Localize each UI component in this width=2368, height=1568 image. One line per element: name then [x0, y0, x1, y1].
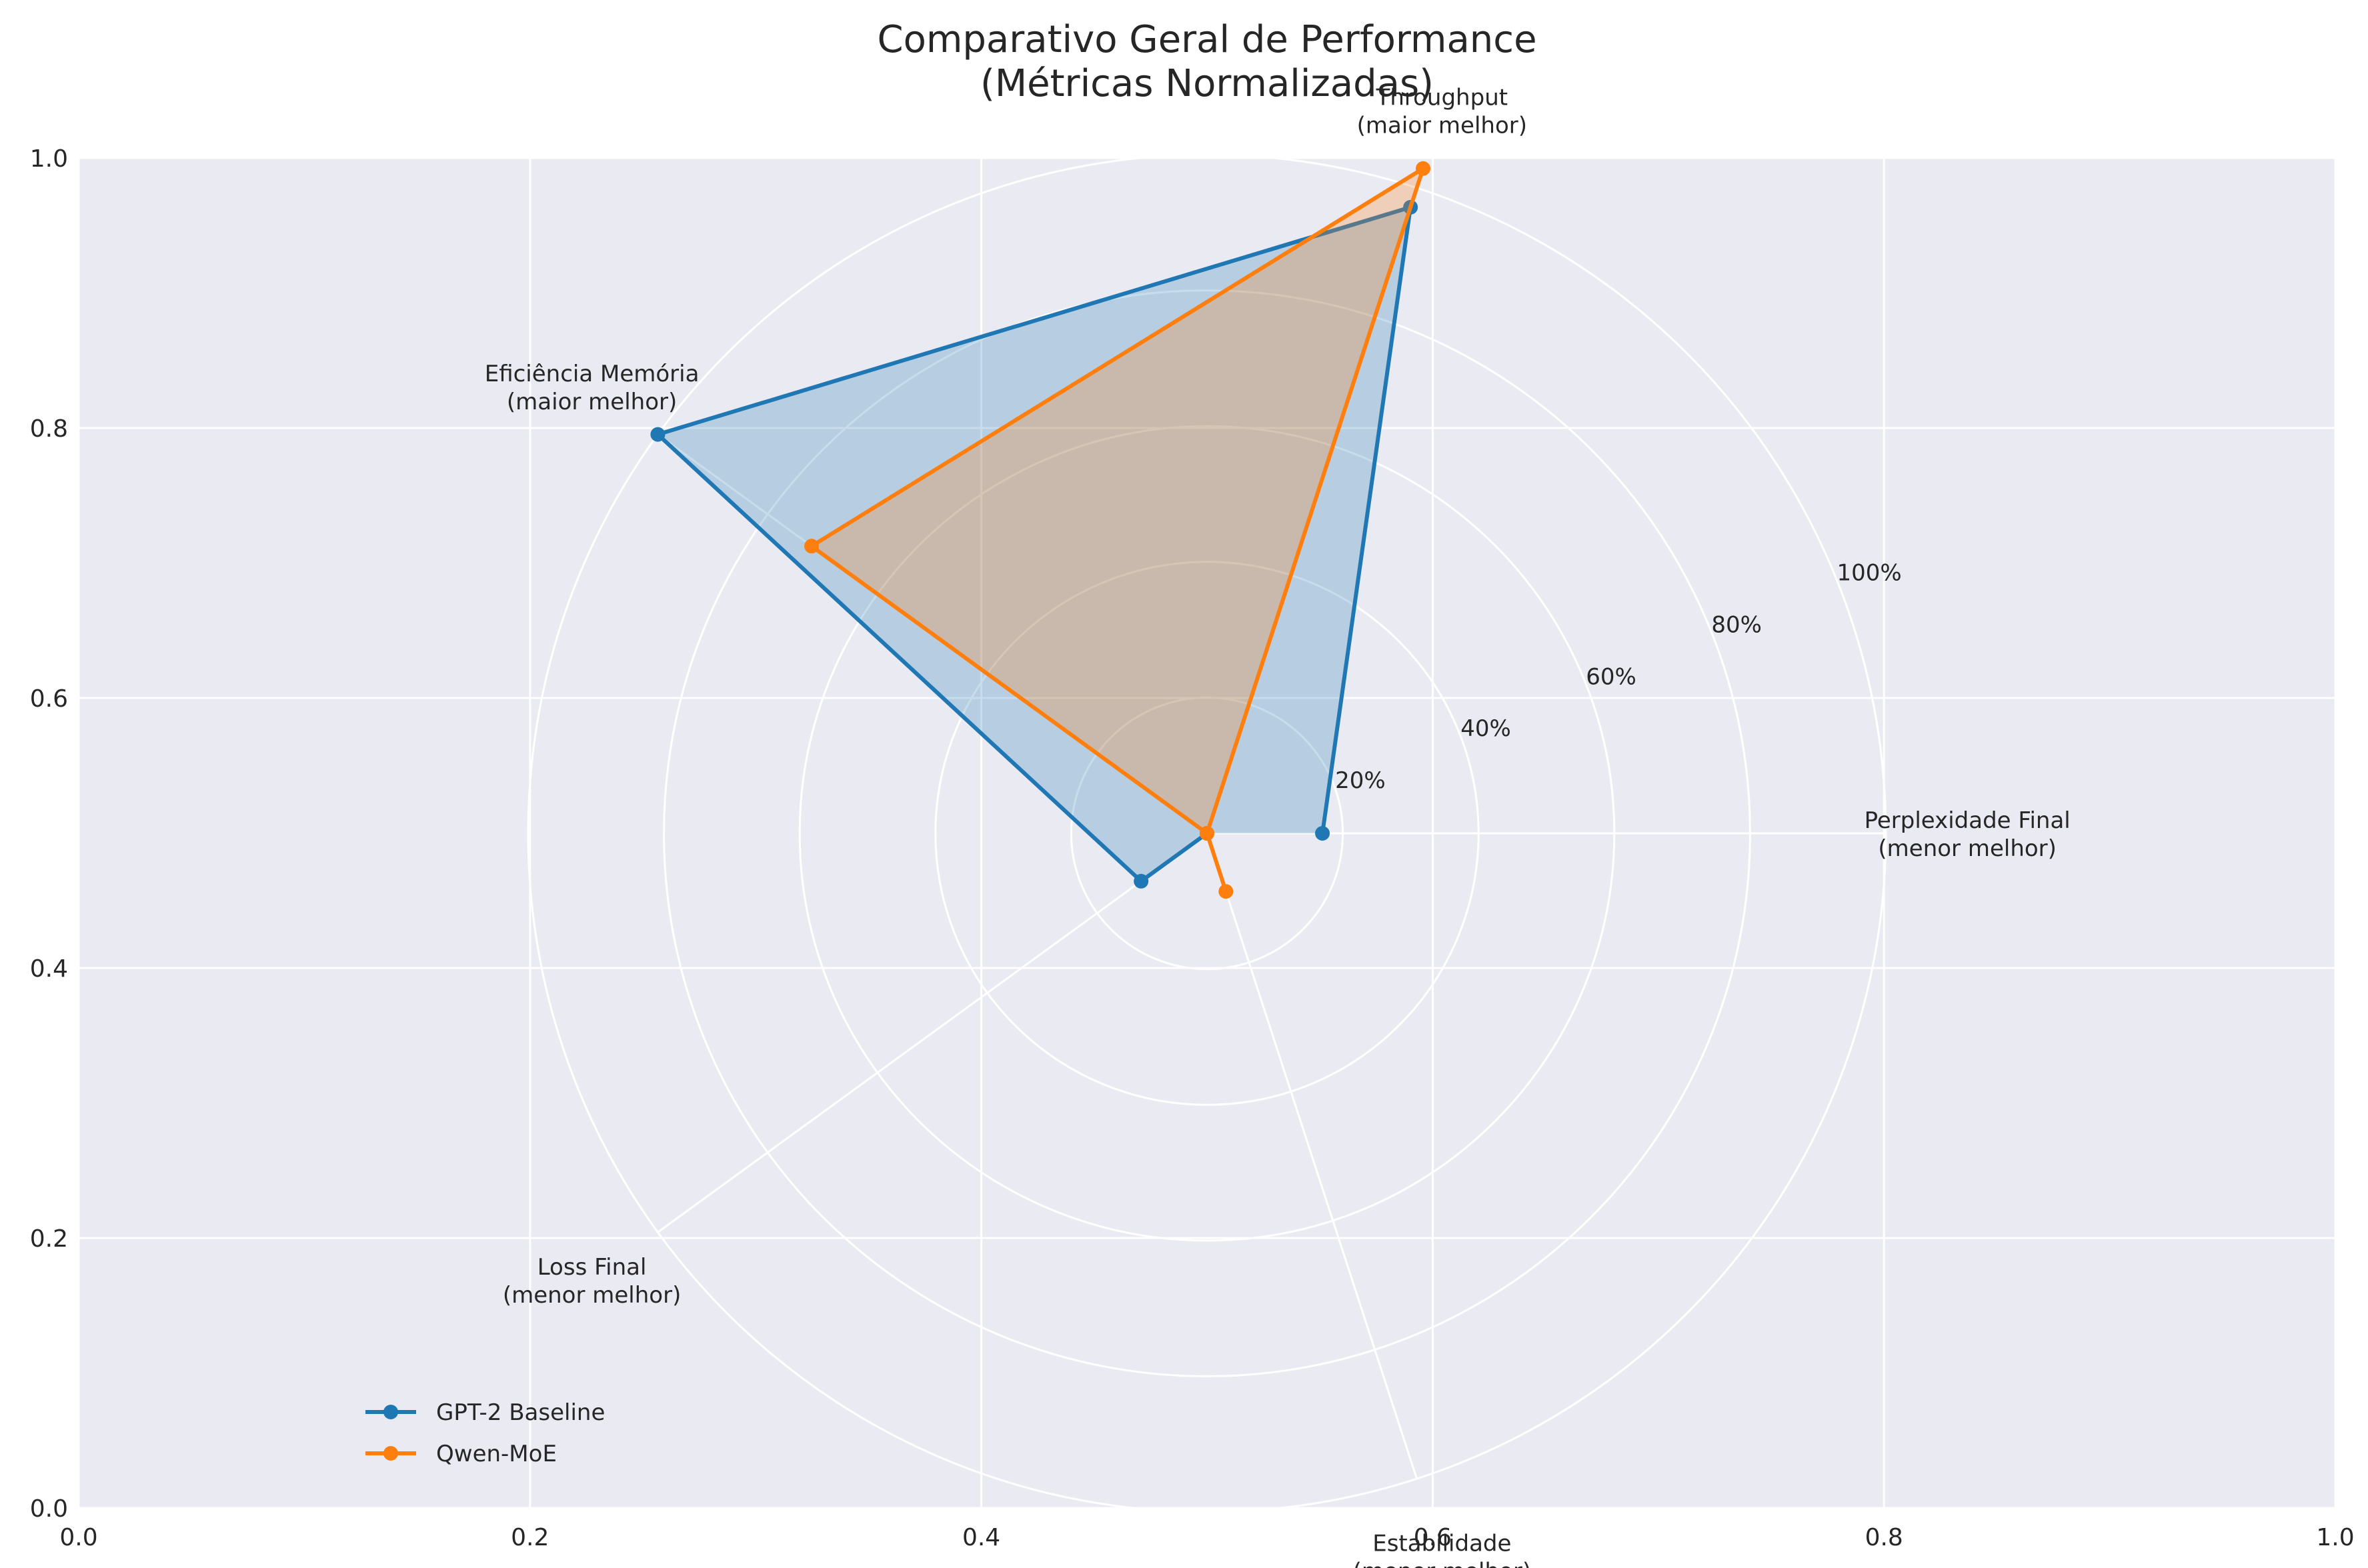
category-sublabel: (maior melhor)	[507, 389, 677, 415]
series-layer	[650, 161, 1431, 899]
series-fill	[812, 168, 1423, 892]
x-tick-label: 1.0	[2316, 1524, 2354, 1551]
series-fill	[658, 207, 1411, 881]
radial-tick-label: 40%	[1460, 715, 1511, 742]
legend: GPT-2 Baseline Qwen-MoE	[365, 1399, 605, 1467]
y-tick-label: 0.6	[30, 685, 68, 713]
category-label: Throughput	[1376, 85, 1508, 111]
series-point	[650, 427, 666, 442]
chart-title: Comparativo Geral de Performance(Métrica…	[877, 18, 1536, 105]
x-tick-label: 0.2	[511, 1524, 549, 1551]
chart-title-line: Comparativo Geral de Performance	[877, 18, 1536, 61]
y-tick-label: 0.8	[30, 415, 68, 443]
category-sublabel: (menor melhor)	[1878, 835, 2057, 862]
x-tick-label: 0.4	[962, 1524, 1000, 1551]
series-point	[1134, 873, 1149, 889]
polar-spoke	[657, 832, 1208, 1233]
chart-title-line: (Métricas Normalizadas)	[980, 62, 1434, 105]
radial-tick-labels: 20% 40% 60% 80% 100%	[1335, 559, 1902, 794]
polar-spoke	[1206, 833, 1418, 1479]
background-tick-labels: 0.00.0 0.2 0.2 0.4 0.4 0.6 0.6 0.8 0.8 1.0 1.0	[30, 145, 2355, 1551]
radial-tick-label: 80%	[1711, 611, 1762, 638]
category-sublabel: (maior melhor)	[1357, 113, 1527, 139]
radial-tick-label: 60%	[1586, 663, 1636, 690]
y-tick-label: 0.2	[30, 1225, 68, 1253]
series-point	[1218, 884, 1234, 899]
x-tick-label: 0.6	[1414, 1524, 1452, 1551]
category-sublabel: (menor melhor)	[1353, 1558, 1532, 1568]
y-tick-label: 0.4	[30, 955, 68, 983]
radial-tick-label: 20%	[1335, 767, 1386, 794]
series-point	[804, 539, 820, 554]
category-sublabel: (menor melhor)	[503, 1282, 682, 1309]
series-point	[1416, 161, 1431, 176]
legend-label: Qwen-MoE	[436, 1441, 557, 1467]
legend-marker	[383, 1405, 398, 1419]
x-tick-label: 0.0	[59, 1524, 97, 1551]
radial-tick-label: 100%	[1837, 559, 1902, 586]
category-labels: Perplexidade Final(menor melhor)Throughp…	[485, 85, 2071, 1568]
series-point	[1200, 826, 1214, 841]
legend-marker	[383, 1446, 398, 1461]
series-point	[1315, 826, 1330, 841]
category-label: Perplexidade Final	[1865, 807, 2071, 834]
legend-label: GPT-2 Baseline	[436, 1399, 605, 1426]
x-tick-label: 0.8	[1865, 1524, 1903, 1551]
category-label: Estabilidade	[1372, 1530, 1511, 1557]
category-label: Loss Final	[537, 1254, 647, 1281]
category-label: Eficiência Memória	[485, 361, 700, 387]
y-tick-label: 0.0	[30, 1495, 68, 1523]
y-tick-label: 1.0	[30, 145, 68, 173]
